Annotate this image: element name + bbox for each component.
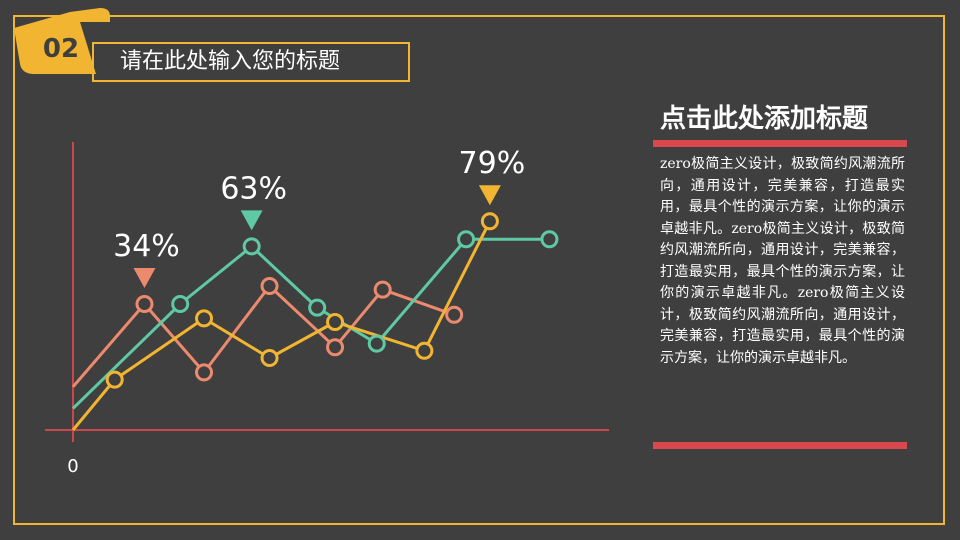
data-point [195,363,214,382]
series-line-0 [71,284,455,388]
callout-label-2: 79% [459,146,526,181]
badge-shape [14,8,110,74]
callout-label-0: 34% [113,229,180,264]
data-point [135,295,154,313]
slide-frame [13,15,945,525]
origin-label: 0 [67,456,78,477]
callout-arrow [478,185,501,206]
data-point [373,280,392,299]
data-point [540,230,559,249]
data-point [445,305,464,324]
callout-label-1: 63% [220,171,287,206]
section-badge [14,8,110,74]
data-point [367,334,386,353]
data-point [105,370,124,389]
callout-arrow [240,210,263,231]
section-title[interactable]: 请在此处输入您的标题 [92,42,410,82]
data-point [480,212,499,231]
data-point [415,341,434,360]
data-point [171,295,190,313]
line-chart: 0 34% 63% 79% [45,142,609,477]
data-point [195,309,214,328]
data-point [457,230,476,249]
data-point [326,338,345,357]
data-point [242,237,261,256]
data-point [260,277,279,295]
section-number: 02 [42,34,80,64]
data-point [326,313,345,331]
side-body-text[interactable]: zero极简主义设计，极致简约风潮流所向，通用设计，完美兼容，打造最实用，最具个… [660,156,905,366]
data-point [260,349,279,367]
side-heading[interactable]: 点击此处添加标题 [660,104,869,134]
callout-arrow [133,268,156,288]
data-point [308,298,327,317]
heading-underline [653,140,907,147]
body-bottom-bar [653,442,907,449]
